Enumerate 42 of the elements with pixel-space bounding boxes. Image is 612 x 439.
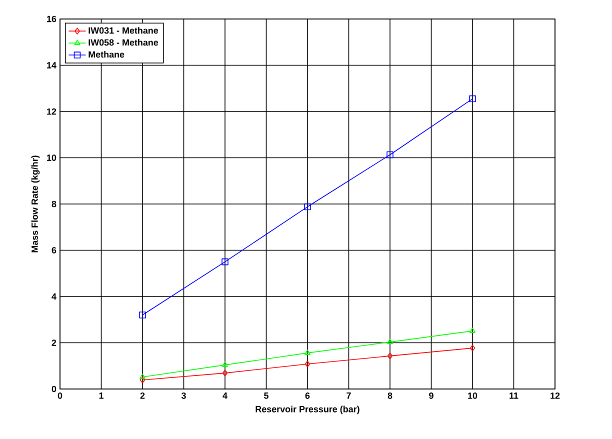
point: [222, 258, 228, 266]
point: [386, 151, 394, 158]
point: [304, 350, 310, 355]
point: [140, 374, 146, 379]
x-tick-label: 1: [99, 392, 104, 399]
y-tick-label: 0: [52, 386, 56, 392]
y-tick-label: 10: [47, 154, 56, 161]
point: [222, 370, 228, 376]
point: [139, 312, 146, 318]
point: [140, 376, 146, 384]
x-tick-label: 7: [346, 392, 351, 399]
x-tick-label: 4: [222, 392, 228, 399]
point: [387, 352, 393, 360]
y-tick-label: 16: [47, 16, 56, 22]
x-tick-label: 6: [305, 392, 310, 399]
y-tick-label: 12: [47, 108, 56, 115]
x-tick-label: 10: [468, 392, 478, 399]
point: [304, 360, 310, 368]
x-tick-label: 5: [264, 392, 268, 399]
point: [387, 338, 393, 344]
y-tick-label: 8: [52, 200, 56, 208]
x-tick-label: 9: [429, 392, 434, 399]
point: [222, 362, 228, 367]
y-tick-label: 14: [47, 62, 56, 68]
x-tick-label: 12: [550, 392, 560, 399]
x-tick-label: 8: [388, 392, 392, 399]
x-tick-label: 2: [140, 392, 145, 399]
x-axis-title: Reservoir Pressure (bar): [256, 406, 360, 414]
x-tick-label: 11: [510, 392, 518, 399]
point: [469, 95, 476, 102]
x-tick-label: 3: [181, 392, 186, 399]
y-tick-label: 6: [52, 247, 56, 254]
point: [470, 344, 476, 352]
y-tick-label: 4: [52, 293, 56, 300]
y-axis-title: Mass Flow Rate (kg/hr): [31, 156, 40, 252]
legend-label: IW031 - Methane: [88, 27, 158, 34]
point: [304, 203, 311, 210]
point: [470, 328, 476, 333]
legend-label: IW058 - Methane: [88, 39, 158, 46]
x-tick-label: 0: [58, 392, 62, 399]
y-tick-label: 2: [52, 340, 56, 346]
legend-label: Methane: [88, 51, 124, 58]
